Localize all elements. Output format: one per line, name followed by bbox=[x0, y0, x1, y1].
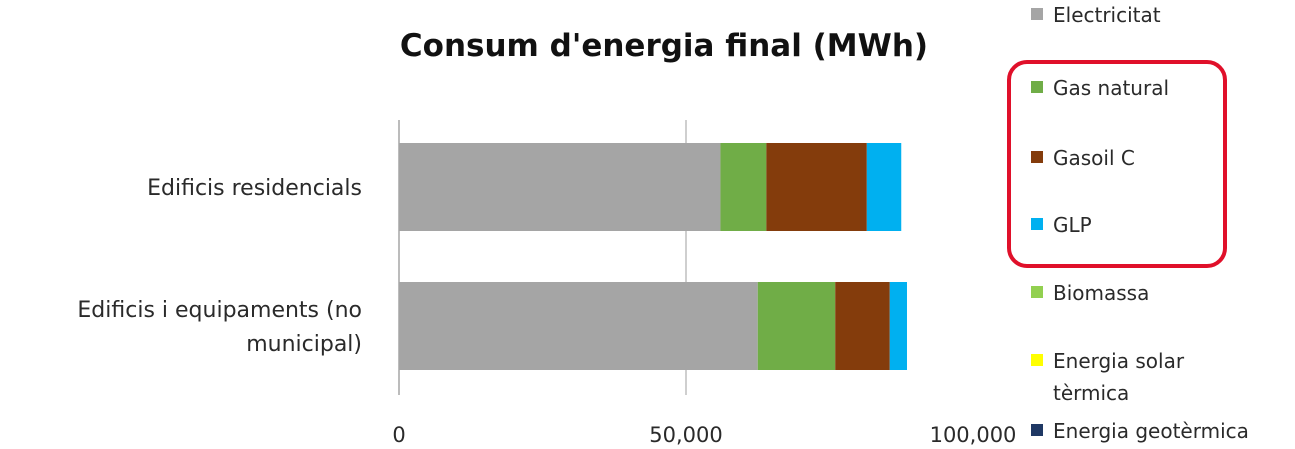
x-tick-label: 0 bbox=[392, 423, 405, 447]
legend-highlight bbox=[1007, 60, 1227, 268]
legend-swatch bbox=[1031, 81, 1043, 93]
legend-swatch bbox=[1031, 8, 1043, 20]
legend-label: GLP bbox=[1053, 213, 1092, 237]
bar-segment bbox=[835, 282, 890, 370]
x-tick-label: 100,000 bbox=[930, 423, 1017, 447]
bar-segment bbox=[399, 282, 758, 370]
category-label: municipal) bbox=[246, 332, 362, 357]
legend-label: tèrmica bbox=[1053, 381, 1129, 405]
legend-swatch bbox=[1031, 286, 1043, 298]
category-label: Edificis residencials bbox=[147, 176, 362, 201]
legend-label: Energia geotèrmica bbox=[1053, 419, 1249, 443]
legend-swatch bbox=[1031, 354, 1043, 366]
legend-label: Gas natural bbox=[1053, 76, 1169, 100]
bar-segment bbox=[866, 143, 902, 231]
bar-segment bbox=[757, 282, 836, 370]
legend-label: Energia solar bbox=[1053, 349, 1185, 373]
legend-label: Electricitat bbox=[1053, 3, 1161, 27]
chart-title: Consum d'energia final (MWh) bbox=[400, 28, 928, 64]
legend-swatch bbox=[1031, 424, 1043, 436]
x-tick-label: 50,000 bbox=[649, 423, 722, 447]
bar-segment bbox=[766, 143, 867, 231]
legend-swatch bbox=[1031, 218, 1043, 230]
legend-label: Biomassa bbox=[1053, 281, 1149, 305]
bar-segment bbox=[720, 143, 767, 231]
bar-segment bbox=[889, 282, 907, 370]
bar-segment bbox=[399, 143, 721, 231]
legend-label: Gasoil C bbox=[1053, 146, 1135, 170]
legend-swatch bbox=[1031, 151, 1043, 163]
category-label: Edificis i equipaments (no bbox=[77, 298, 362, 323]
